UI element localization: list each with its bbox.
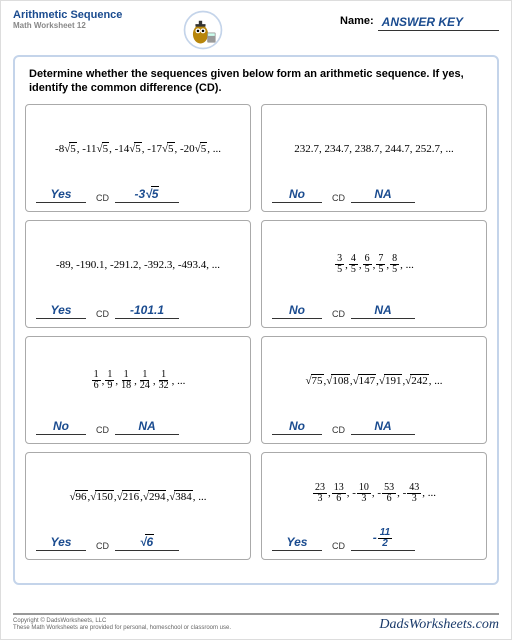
copyright-block: Copyright © DadsWorksheets, LLC These Ma… [13, 618, 231, 632]
problem-box: -89, -190.1, -291.2, -392.3, -493.4, ...… [25, 220, 251, 328]
yes-no-answer: No [272, 303, 322, 319]
problem-box: 75 , 108 , 147 , 191 , 242 , ...No CD NA [261, 336, 487, 444]
copyright-note: These Math Worksheets are provided for p… [13, 625, 231, 632]
header: Arithmetic Sequence Math Worksheet 12 Na… [13, 9, 499, 51]
cd-label: CD [96, 541, 109, 551]
sequence-text: 16 , 19 , 118 , 124 , 132 , ... [30, 343, 246, 419]
owl-logo-icon [182, 9, 224, 51]
answer-row: Yes CD -101.1 [30, 303, 246, 321]
title-block: Arithmetic Sequence Math Worksheet 12 [13, 9, 122, 30]
answer-row: Yes CD 6 [30, 535, 246, 553]
answer-key-text: ANSWER KEY [378, 15, 499, 31]
sequence-text: -85 , -115 , -145 , -175 , -205 , ... [30, 111, 246, 187]
answer-row: No CD NA [30, 419, 246, 437]
answer-row: No CD NA [266, 419, 482, 437]
cd-label: CD [96, 425, 109, 435]
cd-label: CD [332, 193, 345, 203]
sequence-text: 35 , 45 , 65 , 75 , 85 , ... [266, 227, 482, 303]
cd-label: CD [332, 309, 345, 319]
yes-no-answer: Yes [36, 187, 86, 203]
cd-answer: NA [115, 419, 179, 435]
cd-answer: -101.1 [115, 303, 179, 319]
cd-label: CD [332, 425, 345, 435]
yes-no-answer: Yes [36, 535, 86, 551]
name-label: Name: [340, 15, 374, 27]
sequence-text: 232.7, 234.7, 238.7, 244.7, 252.7, ... [266, 111, 482, 187]
cd-answer: NA [351, 187, 415, 203]
content-frame: Determine whether the sequences given be… [13, 55, 499, 585]
answer-row: No CD NA [266, 303, 482, 321]
yes-no-answer: No [36, 419, 86, 435]
sequence-text: 233 , 136 , -103 , -536 , -433 , ... [266, 459, 482, 528]
footer: Copyright © DadsWorksheets, LLC These Ma… [13, 613, 499, 633]
problem-box: 96 , 150 , 216 , 294 , 384 , ...Yes CD 6 [25, 452, 251, 560]
sequence-text: -89, -190.1, -291.2, -392.3, -493.4, ... [30, 227, 246, 303]
cd-answer: -35 [115, 187, 179, 203]
instruction-text: Determine whether the sequences given be… [25, 67, 487, 96]
problem-box: 16 , 19 , 118 , 124 , 132 , ...No CD NA [25, 336, 251, 444]
cd-label: CD [332, 541, 345, 551]
problem-box: 35 , 45 , 65 , 75 , 85 , ...No CD NA [261, 220, 487, 328]
cd-answer: NA [351, 303, 415, 319]
answer-row: No CD NA [266, 187, 482, 205]
copyright-text: Copyright © DadsWorksheets, LLC [13, 618, 231, 625]
cd-label: CD [96, 193, 109, 203]
problem-box: 233 , 136 , -103 , -536 , -433 , ... Yes C… [261, 452, 487, 560]
cd-answer: 6 [115, 535, 179, 551]
yes-no-answer: Yes [36, 303, 86, 319]
page: Arithmetic Sequence Math Worksheet 12 Na… [0, 0, 512, 640]
yes-no-answer: No [272, 187, 322, 203]
yes-no-answer: No [272, 419, 322, 435]
worksheet-subtitle: Math Worksheet 12 [13, 21, 122, 30]
answer-row: Yes CD -35 [30, 187, 246, 205]
answer-row: Yes CD -112 [266, 528, 482, 553]
cd-answer: -112 [351, 528, 415, 551]
problem-box: -85 , -115 , -145 , -175 , -205 , ...Yes… [25, 104, 251, 212]
problem-box: 232.7, 234.7, 238.7, 244.7, 252.7, ...No… [261, 104, 487, 212]
sequence-text: 96 , 150 , 216 , 294 , 384 , ... [30, 459, 246, 535]
brand-text: DadsWorksheets.com [379, 617, 499, 633]
worksheet-title: Arithmetic Sequence [13, 9, 122, 21]
problem-grid: -85 , -115 , -145 , -175 , -205 , ...Yes… [25, 104, 487, 560]
cd-answer: NA [351, 419, 415, 435]
name-field: Name: ANSWER KEY [340, 15, 499, 31]
yes-no-answer: Yes [272, 535, 322, 551]
sequence-text: 75 , 108 , 147 , 191 , 242 , ... [266, 343, 482, 419]
cd-label: CD [96, 309, 109, 319]
